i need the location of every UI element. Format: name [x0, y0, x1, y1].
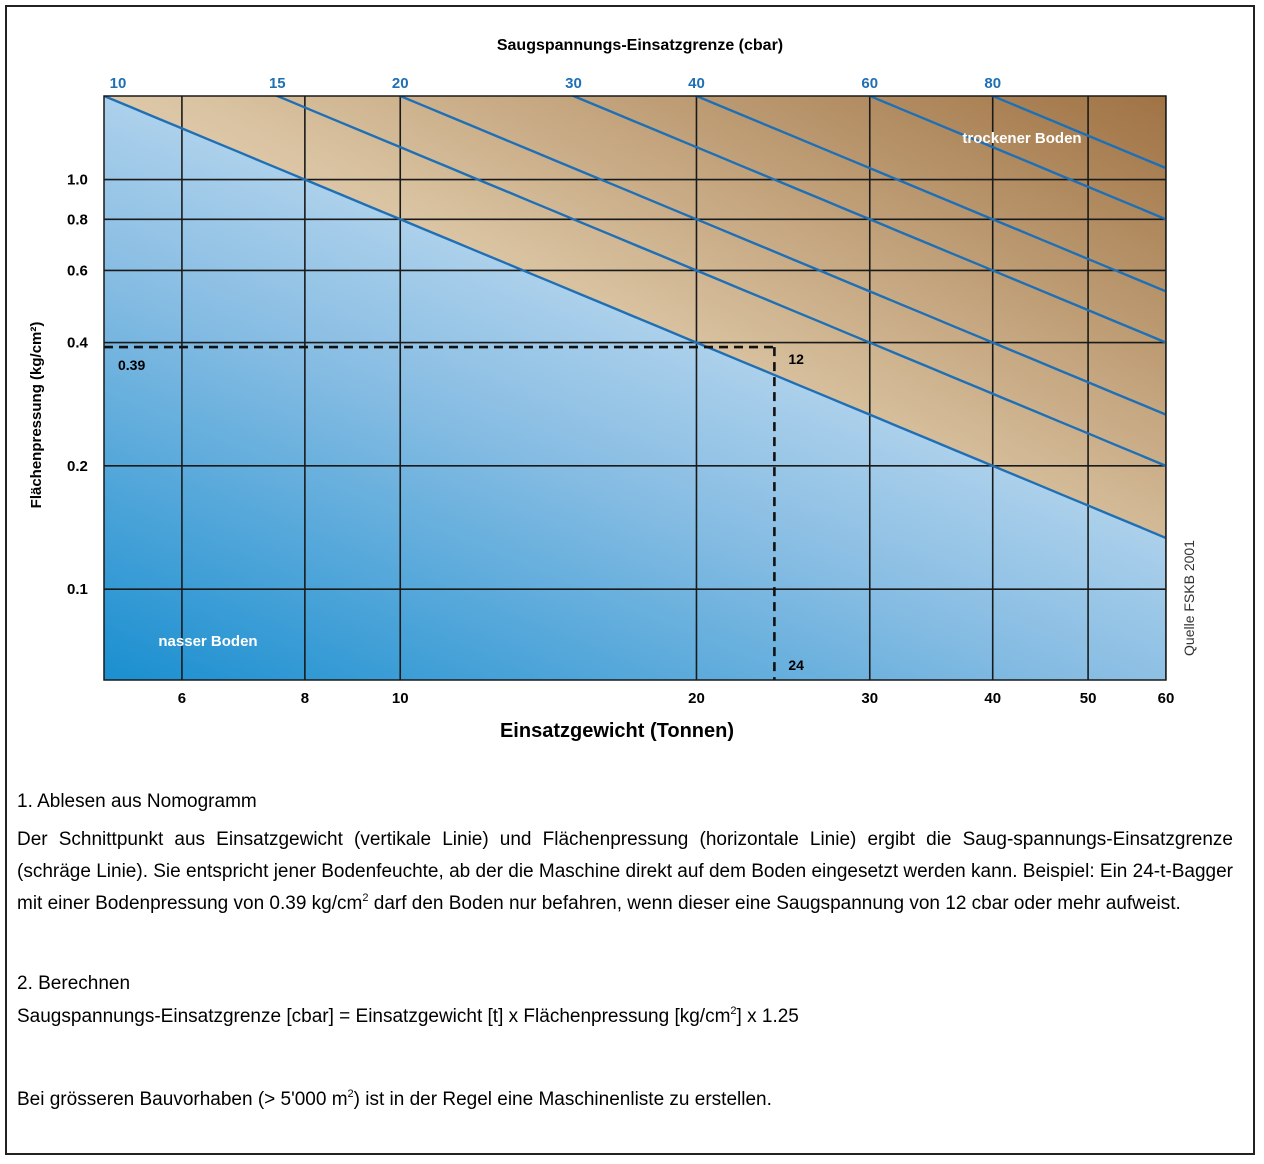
- section-2-formula: Saugspannungs-Einsatzgrenze [cbar] = Ein…: [17, 1001, 1233, 1033]
- example-weight-label: 24: [788, 657, 804, 673]
- cbar-lines: [104, 96, 1166, 540]
- note-sup: 2: [347, 1087, 354, 1100]
- y-tick-label: 0.8: [67, 211, 88, 228]
- section-1-text-a: Der Schnittpunkt aus Einsatzgewicht (ver…: [17, 829, 1233, 914]
- top-tick-label: 15: [269, 75, 286, 92]
- x-tick-label: 8: [301, 690, 309, 707]
- top-tick-label: 80: [984, 75, 1001, 92]
- grid-lines: [104, 96, 1166, 680]
- example-cbar-label: 12: [788, 351, 804, 367]
- cbar-line-20: [397, 96, 1166, 416]
- dry-soil-label: trockener Boden: [962, 130, 1081, 147]
- x-tick-label: 30: [861, 690, 878, 707]
- x-tick-label: 10: [392, 690, 409, 707]
- x-tick-label: 60: [1158, 690, 1175, 707]
- note-text-b: ) ist in der Regel eine Maschinenliste z…: [353, 1089, 772, 1110]
- top-tick-label: 40: [688, 75, 705, 92]
- nomogram-chart: 6 8 10 20 30 40 50 60 1.0 0.8 0.6 0.4 0.2 0.1 10 15 20 30…: [28, 37, 1197, 742]
- cbar-line-60: [866, 96, 1166, 221]
- section-1-text-b: darf den Boden nur befahren, wenn dieser…: [368, 893, 1181, 914]
- cbar-line-40: [693, 96, 1166, 293]
- top-tick-label: 20: [392, 75, 409, 92]
- top-tick-label: 10: [110, 75, 127, 92]
- wet-soil-label: nasser Boden: [158, 633, 257, 650]
- example-guides: [104, 345, 776, 680]
- section-1-paragraph: Der Schnittpunkt aus Einsatzgewicht (ver…: [17, 824, 1233, 920]
- formula-sup: 2: [730, 1004, 737, 1017]
- formula-text-b: ] x 1.25: [736, 1006, 799, 1027]
- top-tick-label: 30: [565, 75, 582, 92]
- example-pressure-label: 0.39: [118, 357, 145, 373]
- section-1-sup: 2: [362, 891, 369, 904]
- note-text-a: Bei grösseren Bauvorhaben (> 5'000 m: [17, 1089, 348, 1110]
- y-tick-label: 0.6: [67, 262, 88, 279]
- document-frame: [5, 5, 1255, 1155]
- y-tick-label: 1.0: [67, 172, 88, 189]
- cbar-line-15: [274, 96, 1166, 468]
- section-3-note: Bei grösseren Bauvorhaben (> 5'000 m2) i…: [17, 1084, 1233, 1116]
- y-tick-label: 0.1: [67, 581, 88, 598]
- chart-title: Saugspannungs-Einsatzgrenze (cbar): [497, 37, 783, 54]
- plot-border: [103, 95, 1167, 681]
- x-axis-label: Einsatzgewicht (Tonnen): [500, 720, 734, 742]
- x-tick-label: 20: [688, 690, 705, 707]
- y-axis-label: Flächenpressung (kg/cm²): [28, 322, 45, 509]
- y-tick-label: 0.4: [67, 335, 89, 352]
- section-1-title: 1. Ablesen aus Nomogramm: [17, 791, 257, 812]
- top-tick-label: 60: [861, 75, 878, 92]
- y-tick-label: 0.2: [67, 458, 88, 475]
- x-tick-label: 50: [1080, 690, 1097, 707]
- x-tick-label: 40: [984, 690, 1001, 707]
- source-label: Quelle FSKB 2001: [1181, 540, 1197, 656]
- cbar-line-10: [104, 96, 1166, 540]
- section-2-title: 2. Berechnen: [17, 973, 131, 994]
- formula-text-a: Saugspannungs-Einsatzgrenze [cbar] = Ein…: [17, 1006, 731, 1027]
- x-tick-label: 6: [178, 690, 186, 707]
- cbar-line-30: [570, 96, 1166, 344]
